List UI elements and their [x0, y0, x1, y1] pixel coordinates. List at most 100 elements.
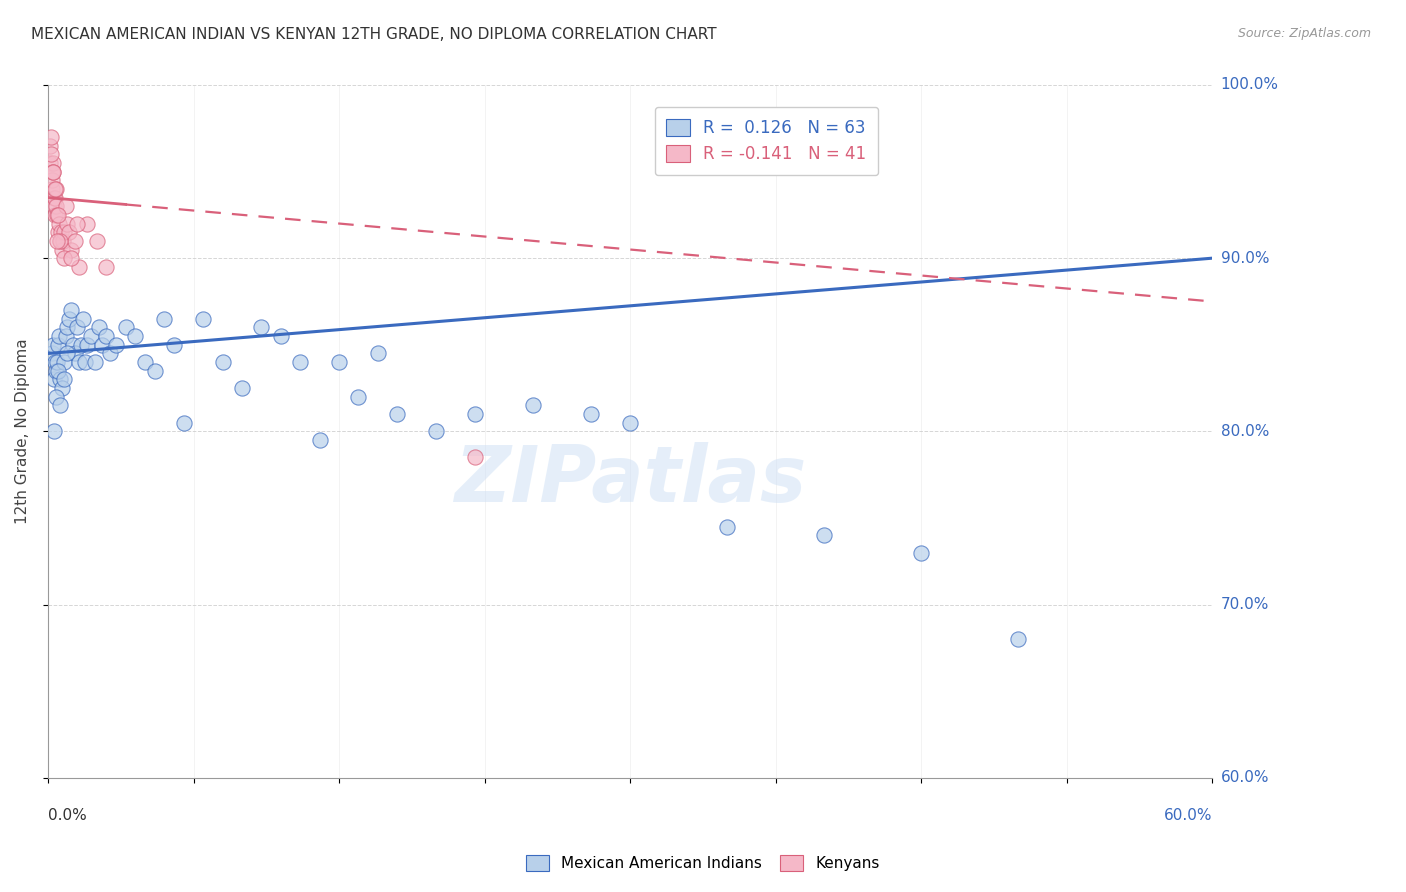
- Text: 90.0%: 90.0%: [1220, 251, 1270, 266]
- Legend: R =  0.126   N = 63, R = -0.141   N = 41: R = 0.126 N = 63, R = -0.141 N = 41: [655, 107, 877, 175]
- Point: [464, 407, 486, 421]
- Point: [46, 338, 69, 352]
- Point: [55, 329, 77, 343]
- Point: [42, 156, 65, 170]
- Point: [41, 164, 63, 178]
- Point: [464, 450, 486, 465]
- Point: [250, 320, 273, 334]
- Point: [52, 355, 75, 369]
- Point: [60, 251, 83, 265]
- Point: [48, 234, 70, 248]
- Point: [96, 260, 118, 274]
- Point: [1007, 632, 1029, 647]
- Point: [46, 364, 69, 378]
- Point: [211, 355, 233, 369]
- Point: [55, 199, 77, 213]
- Point: [45, 355, 67, 369]
- Point: [52, 251, 75, 265]
- Point: [76, 217, 98, 231]
- Point: [56, 217, 79, 231]
- Point: [153, 311, 176, 326]
- Text: 80.0%: 80.0%: [1220, 424, 1268, 439]
- Point: [58, 225, 80, 239]
- Text: MEXICAN AMERICAN INDIAN VS KENYAN 12TH GRADE, NO DIPLOMA CORRELATION CHART: MEXICAN AMERICAN INDIAN VS KENYAN 12TH G…: [31, 27, 717, 42]
- Point: [42, 338, 65, 352]
- Point: [104, 338, 127, 352]
- Point: [86, 234, 108, 248]
- Legend: Mexican American Indians, Kenyans: Mexican American Indians, Kenyans: [520, 849, 886, 877]
- Point: [42, 164, 65, 178]
- Point: [48, 329, 70, 343]
- Point: [49, 225, 72, 239]
- Point: [42, 425, 65, 439]
- Point: [367, 346, 389, 360]
- Point: [52, 372, 75, 386]
- Point: [143, 364, 166, 378]
- Point: [134, 355, 156, 369]
- Point: [63, 234, 86, 248]
- Point: [308, 433, 330, 447]
- Point: [46, 208, 69, 222]
- Point: [231, 381, 253, 395]
- Point: [72, 311, 94, 326]
- Point: [44, 199, 66, 213]
- Point: [91, 338, 114, 352]
- Point: [45, 234, 67, 248]
- Point: [67, 260, 90, 274]
- Point: [45, 390, 67, 404]
- Text: ZIPatlas: ZIPatlas: [454, 442, 806, 518]
- Point: [46, 225, 69, 239]
- Point: [60, 243, 83, 257]
- Point: [87, 320, 110, 334]
- Point: [60, 303, 83, 318]
- Point: [114, 320, 136, 334]
- Point: [48, 217, 70, 231]
- Point: [63, 346, 86, 360]
- Point: [387, 407, 409, 421]
- Text: 70.0%: 70.0%: [1220, 597, 1268, 612]
- Point: [96, 329, 118, 343]
- Point: [45, 208, 67, 222]
- Point: [44, 355, 66, 369]
- Point: [270, 329, 292, 343]
- Point: [58, 311, 80, 326]
- Point: [48, 372, 70, 386]
- Point: [52, 234, 75, 248]
- Point: [70, 338, 93, 352]
- Text: 60.0%: 60.0%: [1164, 808, 1212, 823]
- Point: [813, 528, 835, 542]
- Point: [83, 355, 105, 369]
- Point: [39, 129, 62, 144]
- Point: [45, 364, 67, 378]
- Point: [39, 138, 62, 153]
- Point: [44, 190, 66, 204]
- Point: [73, 355, 96, 369]
- Point: [716, 519, 738, 533]
- Text: 100.0%: 100.0%: [1220, 78, 1278, 93]
- Point: [44, 208, 66, 222]
- Point: [193, 311, 215, 326]
- Point: [67, 355, 90, 369]
- Point: [76, 338, 98, 352]
- Point: [124, 329, 146, 343]
- Point: [42, 164, 65, 178]
- Point: [41, 182, 63, 196]
- Point: [52, 225, 75, 239]
- Point: [328, 355, 350, 369]
- Point: [42, 190, 65, 204]
- Point: [290, 355, 312, 369]
- Y-axis label: 12th Grade, No Diploma: 12th Grade, No Diploma: [15, 339, 30, 524]
- Point: [62, 338, 84, 352]
- Point: [163, 338, 186, 352]
- Point: [619, 416, 641, 430]
- Point: [56, 346, 79, 360]
- Point: [66, 217, 89, 231]
- Point: [522, 399, 544, 413]
- Point: [56, 320, 79, 334]
- Point: [45, 199, 67, 213]
- Point: [910, 546, 932, 560]
- Point: [48, 399, 70, 413]
- Point: [173, 416, 195, 430]
- Text: 0.0%: 0.0%: [48, 808, 87, 823]
- Point: [39, 147, 62, 161]
